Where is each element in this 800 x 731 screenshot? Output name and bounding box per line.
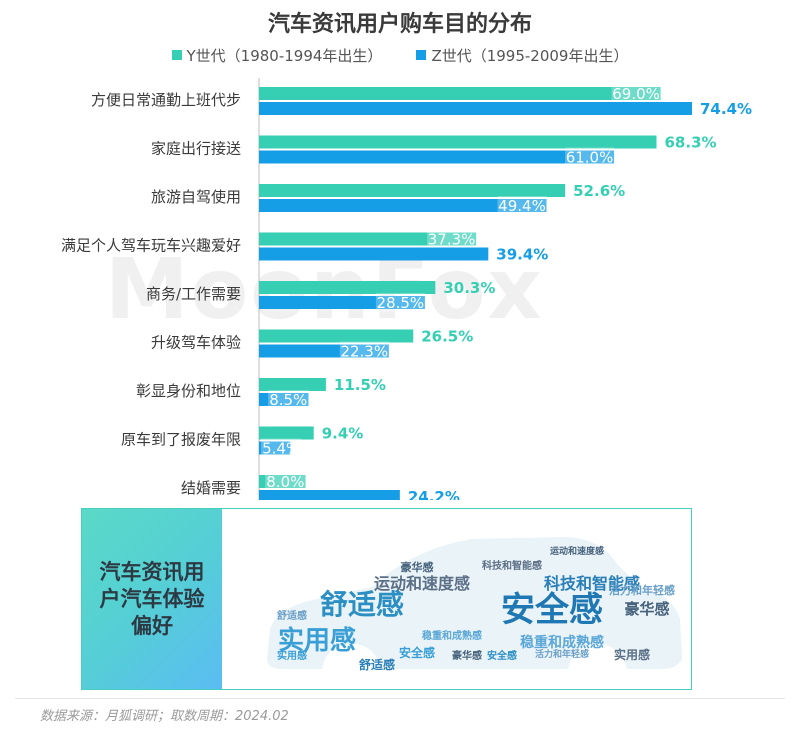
category-label: 满足个人驾车玩车兴趣爱好	[61, 237, 241, 255]
value-label: 8.5%	[269, 391, 307, 409]
panel-title-line: 户汽车体验	[99, 587, 205, 611]
word-cloud-term: 舒适感	[277, 609, 307, 622]
value-label: 68.3%	[665, 134, 717, 152]
word-cloud-term: 安全感	[487, 649, 517, 662]
category-label: 方便日常通勤上班代步	[91, 91, 241, 109]
word-cloud-term: 豪华感	[624, 600, 669, 618]
bar-z-generation	[259, 344, 389, 358]
category-label: 原车到了报废年限	[121, 431, 241, 449]
value-label-bg	[261, 438, 302, 458]
bar-y-generation	[259, 378, 326, 391]
value-label-bg	[375, 293, 425, 312]
word-cloud-term: 实用感	[614, 647, 650, 662]
word-cloud-term: 实用感	[277, 649, 307, 662]
value-label: 69.0%	[612, 85, 660, 103]
bar-z-generation	[259, 150, 615, 164]
panel-title-line: 偏好	[131, 614, 173, 638]
legend-label-y: Y世代（1980-1994年出生）	[186, 46, 383, 65]
category-label: 旅游自驾使用	[151, 188, 241, 206]
value-label-bg	[339, 341, 389, 361]
data-source-note: 数据来源：月狐调研；取数周期：2024.02	[40, 709, 289, 724]
car-silhouette	[267, 537, 682, 669]
word-cloud-term: 活力和年轻感	[609, 583, 675, 597]
word-cloud-term: 安全感	[501, 590, 603, 630]
category-label: 结婚需要	[181, 479, 241, 497]
word-cloud-term: 实用感	[278, 625, 356, 656]
bar-y-generation	[259, 475, 306, 488]
bar-z-generation	[259, 247, 489, 261]
value-label-bg	[265, 472, 306, 491]
bar-z-generation	[259, 102, 693, 115]
value-label: 8.0%	[266, 473, 304, 491]
word-cloud-term: 安全感	[399, 645, 435, 660]
panel-title: 汽车资讯用 户汽车体验 偏好	[82, 559, 222, 640]
word-cloud-term: 运动和速度感	[550, 545, 604, 557]
panel-title-block: 汽车资讯用 户汽车体验 偏好	[82, 509, 222, 689]
value-label: 9.4%	[322, 425, 364, 443]
value-label: 24.2%	[408, 488, 460, 500]
word-cloud-term: 活力和年轻感	[535, 648, 589, 660]
value-label: 22.3%	[340, 343, 388, 361]
value-label: 11.5%	[334, 376, 386, 394]
word-cloud-term: 舒适感	[358, 657, 395, 672]
value-label: 28.5%	[377, 294, 425, 312]
bar-y-generation	[259, 232, 477, 246]
value-label-bg	[268, 390, 309, 409]
legend-item-y: Y世代（1980-1994年出生）	[171, 44, 383, 66]
legend-label-z: Z世代（1995-2009年出生）	[431, 46, 629, 65]
value-label: 26.5%	[421, 328, 473, 346]
value-label-bg	[565, 147, 615, 167]
category-label: 升级驾车体验	[151, 334, 241, 352]
chart-title: 汽车资讯用户购车目的分布	[267, 12, 532, 37]
category-label: 彰显身份和地位	[136, 382, 241, 400]
bar-y-generation	[259, 426, 314, 440]
footer-divider	[15, 698, 785, 699]
panel-title-line: 汽车资讯用	[99, 560, 205, 584]
word-cloud-term: 舒适感	[320, 588, 404, 621]
value-label-bg	[427, 229, 477, 249]
value-label: 52.6%	[573, 182, 625, 200]
category-label: 商务/工作需要	[146, 285, 241, 303]
value-label: 37.3%	[428, 231, 476, 249]
bar-z-generation	[259, 393, 309, 406]
word-cloud-term: 科技和智能感	[482, 559, 542, 572]
word-cloud-term: 稳重和成熟感	[520, 634, 604, 651]
value-label-bg	[611, 84, 661, 103]
legend-item-z: Z世代（1995-2009年出生）	[416, 44, 628, 66]
bar-z-generation	[259, 441, 291, 455]
value-label-bg	[497, 196, 547, 215]
bar-y-generation	[259, 329, 414, 343]
word-cloud-term: 运动和速度感	[374, 574, 470, 593]
bar-z-generation	[259, 296, 425, 309]
bar-z-generation	[259, 199, 547, 212]
word-cloud-term: 豪华感	[452, 649, 482, 662]
bar-chart: 方便日常通勤上班代步 69.0% 74.4% 家庭出行接送 68.3% 61.0% 旅游自驾…	[61, 78, 752, 500]
category-label: 家庭出行接送	[151, 140, 241, 158]
bar-y-generation	[259, 184, 566, 197]
value-label: 30.3%	[443, 279, 495, 297]
word-cloud-term: 稳重和成熟感	[422, 629, 482, 642]
legend-swatch-z	[416, 50, 427, 60]
value-label: 61.0%	[566, 149, 614, 167]
legend-swatch-y	[171, 50, 182, 60]
value-label: 5.4%	[262, 440, 300, 458]
value-label: 39.4%	[496, 246, 548, 264]
chart-legend: Y世代（1980-1994年出生） Z世代（1995-2009年出生）	[0, 44, 800, 66]
value-label: 49.4%	[498, 197, 546, 215]
word-cloud-term: 科技和智能感	[544, 574, 640, 593]
word-cloud-term: 豪华感	[401, 560, 434, 574]
bar-y-generation	[259, 135, 657, 149]
bar-y-generation	[259, 87, 661, 100]
preference-panel: 汽车资讯用 户汽车体验 偏好 舒适感 安全感 实用感 运动和速度感 科技和智能感 豪华感稳…	[81, 508, 692, 690]
bar-z-generation	[259, 490, 400, 500]
value-label: 74.4%	[700, 100, 752, 118]
bar-y-generation	[259, 281, 436, 294]
